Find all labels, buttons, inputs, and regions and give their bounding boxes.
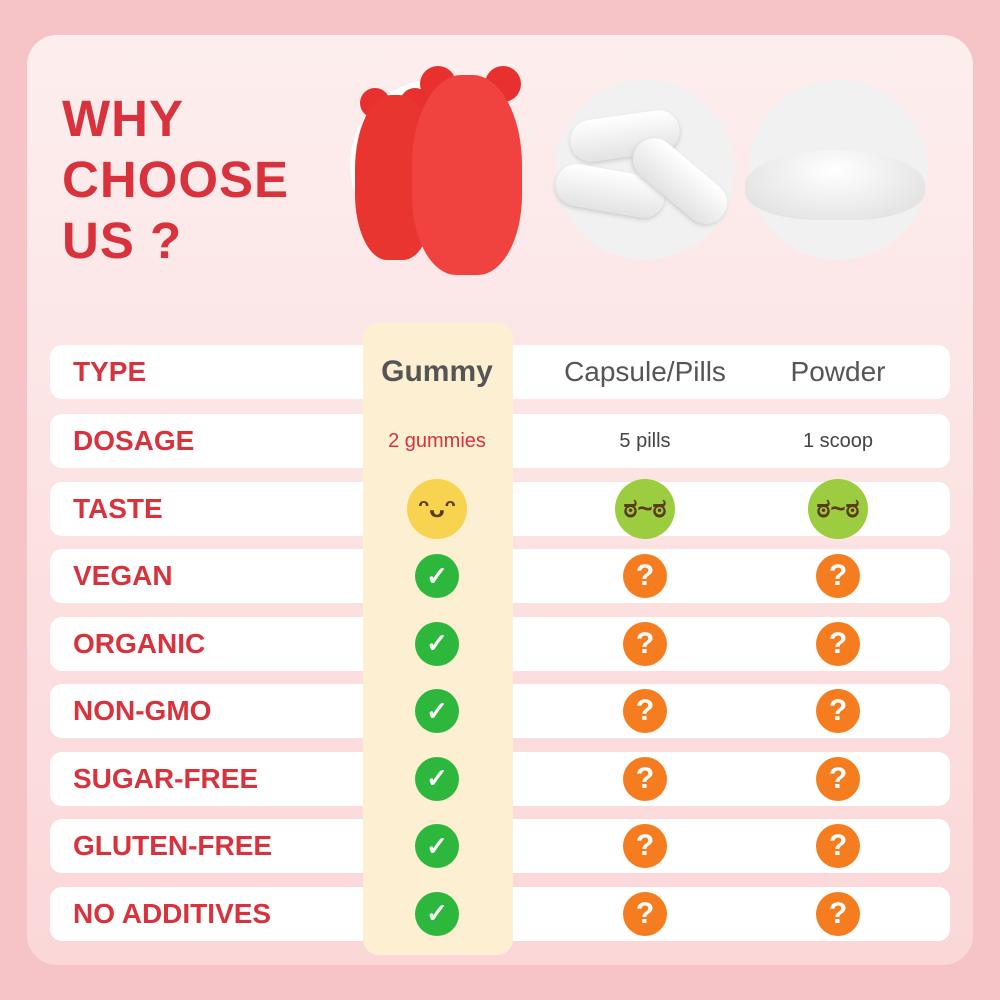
- row-label: DOSAGE: [73, 425, 195, 456]
- title-line: CHOOSE: [62, 151, 290, 208]
- check-icon: ✓: [415, 554, 459, 598]
- question-icon: ?: [816, 689, 860, 733]
- table-row: DOSAGE 2 gummies 5 pills 1 scoop: [50, 414, 950, 468]
- table-cell: ?: [545, 549, 745, 603]
- table-cell: ಠ~ಠ: [758, 478, 918, 539]
- row-label: VEGAN: [73, 560, 173, 591]
- column-header-powder: Powder: [790, 356, 886, 387]
- table-cell: ?: [545, 887, 745, 941]
- table-cell: ✓: [362, 819, 512, 873]
- row-label: TASTE: [73, 492, 163, 524]
- question-icon: ?: [816, 824, 860, 868]
- table-cell: ✓: [362, 549, 512, 603]
- table-row: NON-GMO ✓??: [50, 684, 950, 738]
- question-icon: ?: [623, 621, 667, 666]
- check-icon: ✓: [415, 891, 459, 936]
- question-icon: ?: [623, 689, 667, 733]
- row-label: GLUTEN-FREE: [73, 830, 273, 861]
- table-cell: ✓: [362, 684, 512, 738]
- title-line: US ?: [62, 212, 183, 269]
- page-title: WHY CHOOSE US ?: [62, 88, 289, 271]
- table-header-row: TYPE Gummy Capsule/Pills Powder: [50, 345, 950, 399]
- table-cell: 1 scoop: [758, 414, 918, 468]
- check-icon: ✓: [415, 689, 459, 733]
- column-header-gummy: Gummy: [381, 355, 493, 388]
- check-icon: ✓: [415, 824, 459, 868]
- table-row: NO ADDITIVES ✓??: [50, 886, 950, 941]
- row-label: TYPE: [73, 356, 147, 387]
- table-cell: ?: [758, 617, 918, 671]
- table-row: ORGANIC ✓??: [50, 616, 950, 671]
- question-icon: ?: [816, 756, 860, 801]
- column-header-capsule: Capsule/Pills: [564, 356, 726, 387]
- question-icon: ?: [816, 621, 860, 666]
- table-cell: ✓: [362, 887, 512, 941]
- table-cell: ᵔᴗᵔ: [362, 478, 512, 539]
- question-icon: ?: [623, 756, 667, 801]
- check-icon: ✓: [415, 756, 459, 801]
- table-cell: ?: [758, 887, 918, 941]
- table-cell: ?: [545, 617, 745, 671]
- question-icon: ?: [623, 824, 667, 868]
- table-row: SUGAR-FREE ✓??: [50, 751, 950, 806]
- yum-face-icon: ᵔᴗᵔ: [407, 478, 467, 539]
- row-label: ORGANIC: [73, 627, 206, 659]
- table-cell: ✓: [362, 617, 512, 671]
- table-cell: 5 pills: [545, 414, 745, 468]
- table-cell: ?: [758, 684, 918, 738]
- title-line: WHY: [62, 90, 184, 147]
- question-icon: ?: [816, 891, 860, 936]
- question-icon: ?: [816, 554, 860, 598]
- cell-value: 2 gummies: [388, 429, 486, 452]
- table-cell: ?: [545, 819, 745, 873]
- row-label: SUGAR-FREE: [73, 762, 259, 794]
- table-cell: 2 gummies: [362, 414, 512, 468]
- table-cell: ?: [758, 752, 918, 806]
- cell-value: 1 scoop: [802, 429, 874, 452]
- table-cell: ?: [545, 684, 745, 738]
- question-icon: ?: [623, 554, 667, 598]
- table-cell: ?: [758, 549, 918, 603]
- row-label: NON-GMO: [73, 695, 212, 726]
- question-icon: ?: [623, 891, 667, 936]
- table-cell: ಠ~ಠ: [545, 478, 745, 539]
- table-row: GLUTEN-FREE ✓??: [50, 819, 950, 873]
- table-row: VEGAN ✓??: [50, 549, 950, 603]
- table-cell: ?: [545, 752, 745, 806]
- table-cell: ✓: [362, 752, 512, 806]
- sick-face-icon: ಠ~ಠ: [808, 478, 868, 539]
- row-label: NO ADDITIVES: [73, 897, 272, 929]
- cell-value: 5 pills: [619, 429, 671, 452]
- sick-face-icon: ಠ~ಠ: [615, 478, 675, 539]
- table-cell: ?: [758, 819, 918, 873]
- table-row: TASTE ᵔᴗᵔ ಠ~ಠ ಠ~ಠ: [50, 478, 950, 539]
- check-icon: ✓: [415, 621, 459, 666]
